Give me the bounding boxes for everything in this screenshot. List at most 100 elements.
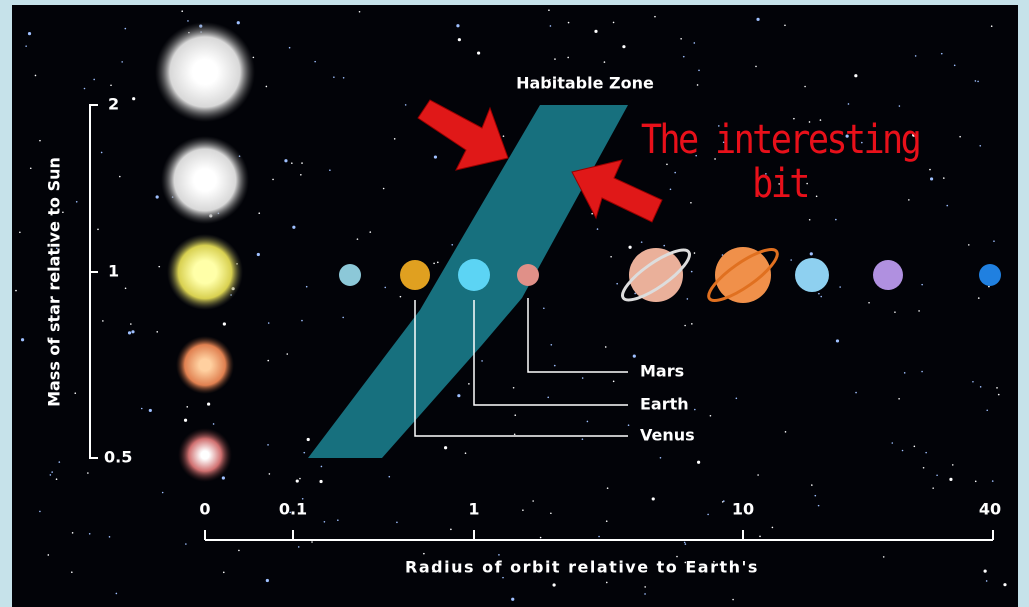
- star-dot: [717, 125, 720, 127]
- star-dot: [898, 397, 900, 400]
- star-dot: [784, 431, 787, 433]
- star-dot: [514, 414, 517, 416]
- y-axis-label: Mass of star relative to Sun: [45, 157, 64, 407]
- star-dot: [468, 383, 470, 385]
- star-dot: [268, 473, 271, 475]
- star-dot: [612, 21, 615, 24]
- star-dot: [212, 423, 215, 425]
- x-tick-label: 1: [468, 500, 479, 519]
- star-dot: [292, 225, 296, 229]
- star-dot: [644, 593, 646, 595]
- star-dot: [267, 444, 269, 446]
- star-dot: [684, 324, 686, 327]
- x-tick-label: 40: [979, 500, 1001, 519]
- star-dot: [651, 497, 655, 501]
- star-dot: [130, 323, 132, 325]
- star-dot: [901, 449, 904, 452]
- star-dot: [297, 546, 300, 548]
- star-dot: [868, 301, 870, 304]
- star-dot: [903, 372, 906, 374]
- star-dot: [974, 80, 977, 82]
- star-dot: [547, 396, 550, 399]
- star-dot: [953, 64, 956, 67]
- star-dot: [567, 56, 569, 59]
- star-dot: [513, 433, 516, 436]
- zone-title: Habitable Zone: [516, 74, 654, 93]
- star-dot: [337, 519, 339, 522]
- star-dot: [148, 408, 152, 413]
- star-dot: [811, 484, 813, 486]
- star-dot: [606, 487, 609, 489]
- star-dot: [768, 179, 770, 182]
- star-dot: [49, 474, 52, 476]
- star-dot: [258, 212, 261, 215]
- star-dot: [921, 283, 923, 286]
- star-dot: [698, 69, 700, 72]
- star-dot: [102, 320, 104, 322]
- star-dot: [686, 298, 689, 300]
- star-dot: [908, 199, 910, 201]
- star-dot: [756, 17, 760, 21]
- star-dot: [985, 580, 988, 582]
- star-dot: [311, 541, 313, 543]
- star-dot: [265, 85, 268, 88]
- star-dot: [450, 528, 452, 531]
- star-dot: [598, 535, 600, 538]
- star-dot: [815, 195, 818, 198]
- star-dot: [882, 556, 885, 558]
- star-dot: [342, 76, 345, 79]
- star-dot: [512, 386, 515, 389]
- star-dot: [918, 310, 920, 312]
- star-dot: [771, 526, 774, 529]
- x-tick-label: 0: [199, 500, 210, 519]
- star-dot: [221, 476, 225, 480]
- star-dot: [252, 56, 255, 59]
- star-dot: [554, 58, 556, 60]
- star-dot: [306, 437, 310, 442]
- star-dot: [990, 25, 993, 28]
- star-dot: [674, 171, 676, 174]
- star-dot: [124, 287, 127, 290]
- star-dot: [158, 265, 161, 268]
- star-dot: [51, 471, 53, 473]
- star-dot: [456, 24, 460, 28]
- star-dot: [305, 285, 308, 288]
- star-dot: [722, 500, 725, 502]
- star-dot: [288, 46, 291, 49]
- leader-lines: [414, 298, 628, 437]
- star-dot: [433, 262, 435, 265]
- star-dot: [778, 183, 780, 185]
- annotation: The interesting bit: [640, 117, 922, 207]
- star-dot: [847, 103, 850, 105]
- planet-label: Mars: [640, 362, 684, 381]
- star-dot: [721, 254, 724, 256]
- star-dot: [765, 173, 767, 175]
- star-dot: [87, 472, 89, 474]
- star-dot: [498, 554, 500, 556]
- star-dot: [722, 141, 725, 144]
- x-tick-label: 0.1: [279, 500, 307, 519]
- star-dot: [100, 151, 103, 154]
- star-dot: [959, 135, 961, 138]
- star-icon: [167, 234, 243, 310]
- star-dot: [972, 380, 974, 383]
- star-dot: [15, 289, 17, 292]
- star-dot: [548, 9, 550, 12]
- star-dot: [543, 307, 545, 310]
- star-dot: [502, 576, 504, 579]
- star-dot: [47, 554, 50, 556]
- star-dot: [983, 569, 987, 573]
- star-dot: [124, 27, 127, 30]
- star-dot: [929, 177, 934, 181]
- star-dot: [986, 409, 989, 412]
- star-dot: [187, 20, 189, 22]
- star-dot: [393, 138, 396, 140]
- star-dot: [432, 570, 434, 573]
- star-dot: [922, 466, 925, 469]
- star-dot: [894, 311, 896, 313]
- x-axis-label: Radius of orbit relative to Earth's: [405, 558, 759, 577]
- star-dot: [55, 247, 58, 250]
- star-dot: [854, 74, 858, 78]
- star-dot: [693, 252, 696, 254]
- star-dot: [707, 513, 709, 516]
